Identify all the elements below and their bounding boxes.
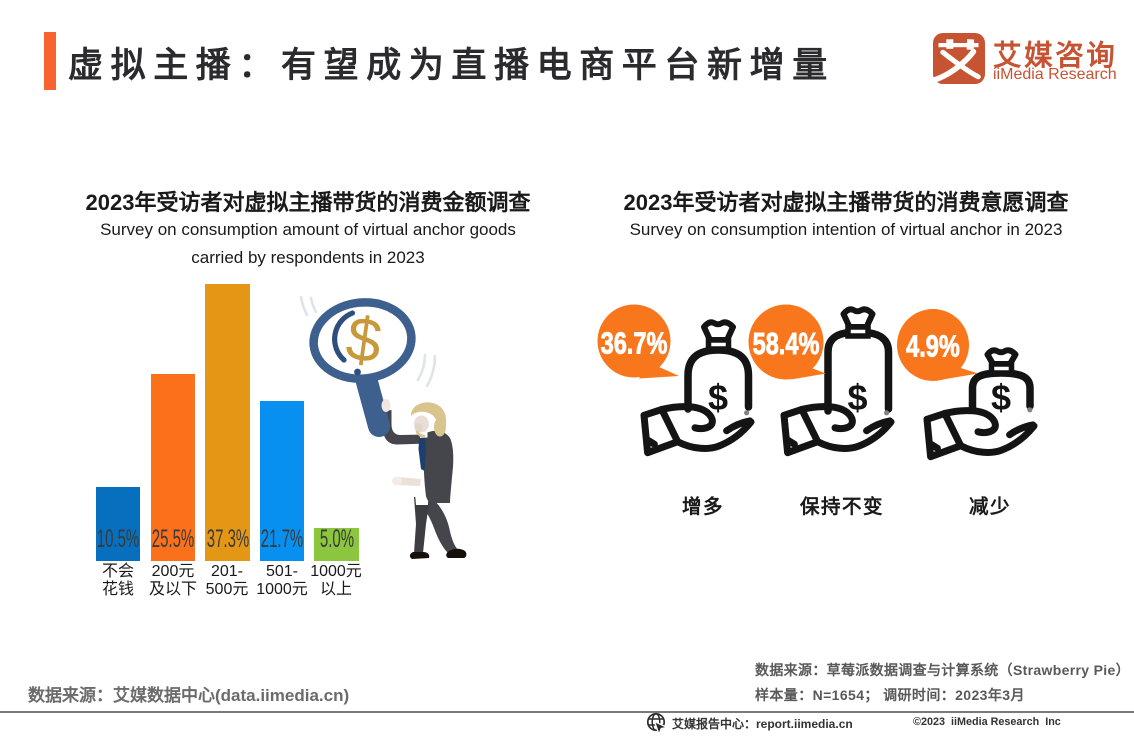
svg-text:$: $ <box>847 377 867 418</box>
svg-text:$: $ <box>991 377 1011 418</box>
svg-text:$: $ <box>708 377 728 418</box>
svg-text:58.4%: 58.4% <box>753 326 820 361</box>
svg-text:4.9%: 4.9% <box>906 328 960 363</box>
svg-text:36.7%: 36.7% <box>601 325 668 360</box>
